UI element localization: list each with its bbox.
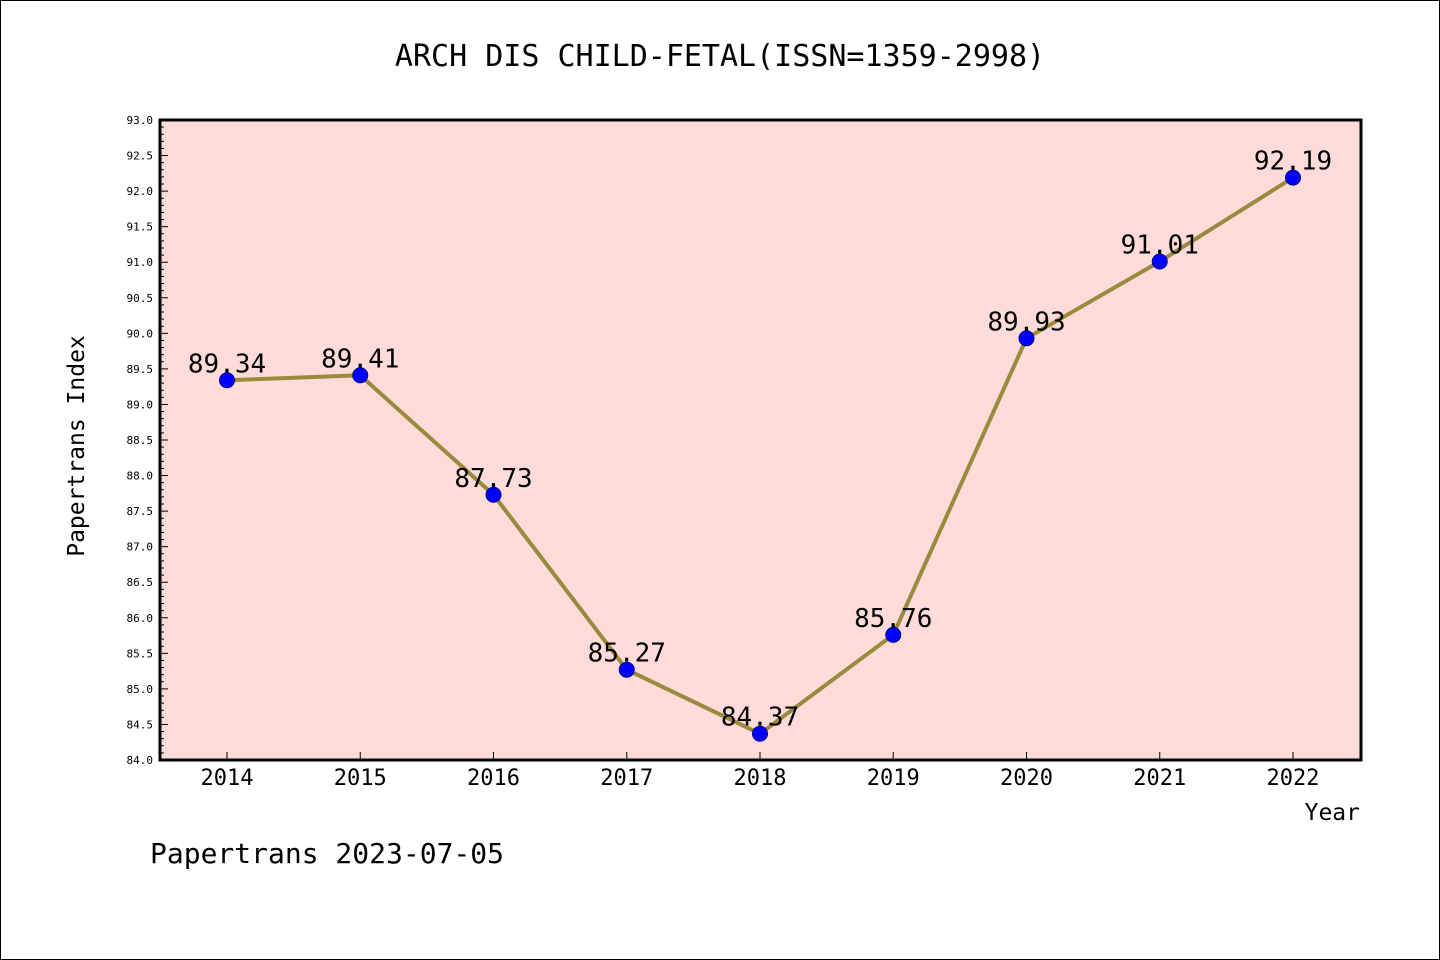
y-tick-label: 87.0 <box>127 541 154 554</box>
x-tick-label: 2017 <box>600 766 653 791</box>
footer-text: Papertrans 2023-07-05 <box>150 837 504 870</box>
y-tick-label: 86.0 <box>127 612 154 625</box>
data-point <box>885 626 902 643</box>
y-tick-label: 91.5 <box>127 221 154 234</box>
data-label: 89.93 <box>987 307 1065 337</box>
data-point <box>219 372 235 389</box>
data-point <box>1151 253 1168 270</box>
y-axis-label: Papertrans Index <box>64 335 90 557</box>
x-tick-label: 2022 <box>1267 766 1320 791</box>
data-label: 87.73 <box>454 464 532 494</box>
x-tick-label: 2014 <box>201 766 254 791</box>
y-tick-label: 87.5 <box>127 505 154 518</box>
data-label: 89.34 <box>188 349 266 379</box>
x-tick-label: 2021 <box>1133 766 1186 791</box>
plot-frame <box>158 118 1363 762</box>
x-tick-label: 2020 <box>1000 766 1053 791</box>
chart-title: ARCH DIS CHILD-FETAL(ISSN=1359-2998) <box>395 39 1045 74</box>
data-point <box>352 367 369 384</box>
y-tick-label: 90.0 <box>127 327 154 340</box>
y-tick-label: 92.0 <box>127 185 154 198</box>
y-tick-label: 88.5 <box>127 434 154 447</box>
y-tick-label: 84.0 <box>127 754 154 767</box>
y-tick-label: 90.5 <box>127 292 154 305</box>
x-tick-label: 2018 <box>734 766 787 791</box>
y-tick-label: 86.5 <box>127 576 154 589</box>
y-tick-label: 85.0 <box>127 683 154 696</box>
x-tick-label: 2019 <box>867 766 920 791</box>
y-tick-label: 91.0 <box>127 256 154 269</box>
y-tick-label: 88.0 <box>127 470 154 483</box>
plot-background <box>160 120 1361 760</box>
y-tick-label: 89.5 <box>127 363 154 376</box>
data-label: 85.27 <box>588 639 666 669</box>
x-tick-label: 2016 <box>467 766 520 791</box>
y-tick-label: 85.5 <box>127 647 154 660</box>
x-tick-label: 2015 <box>334 766 387 791</box>
y-tick-label: 92.5 <box>127 150 154 163</box>
y-tick-label: 84.5 <box>127 718 154 731</box>
data-label: 89.41 <box>321 344 399 374</box>
data-label: 91.01 <box>1121 231 1199 261</box>
data-point <box>1018 330 1035 347</box>
y-tick-label: 89.0 <box>127 398 154 411</box>
data-point <box>752 725 768 742</box>
x-axis-label: Year <box>1305 800 1360 826</box>
data-label: 85.76 <box>854 604 932 634</box>
y-tick-label: 93.0 <box>127 114 154 127</box>
data-point <box>1285 169 1301 186</box>
data-label: 92.19 <box>1254 147 1332 177</box>
data-point <box>618 661 635 678</box>
data-label: 84.37 <box>721 703 799 733</box>
data-point <box>485 486 502 503</box>
plot-area: 84.0 84.5 85.0 85.5 86.0 86.5 87.0 87.5 88.0 88.5… <box>127 114 1363 791</box>
